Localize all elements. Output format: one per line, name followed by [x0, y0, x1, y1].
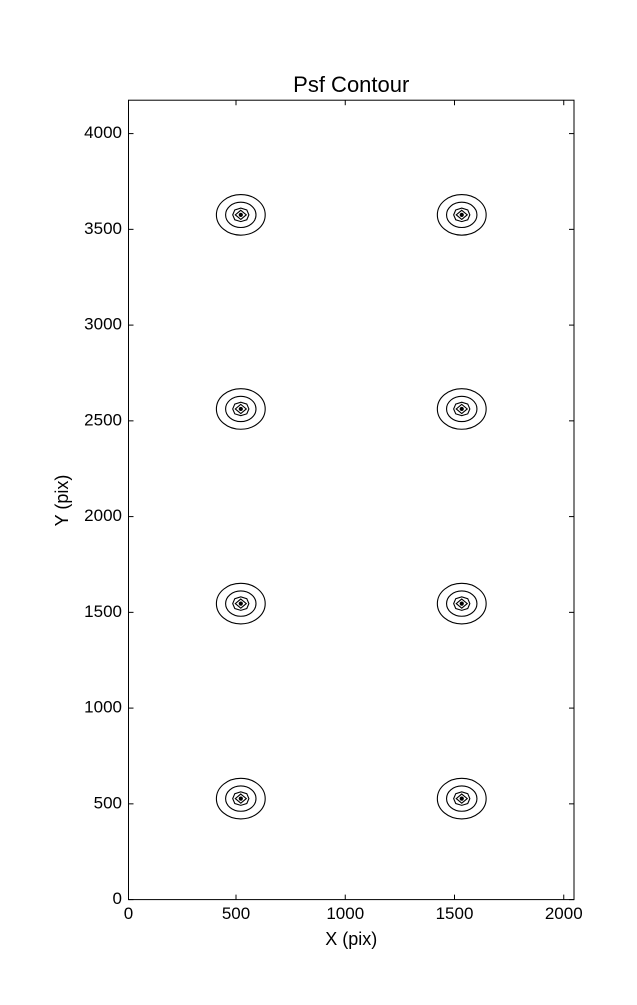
- svg-text:1500: 1500: [84, 602, 122, 621]
- svg-text:Y (pix): Y (pix): [52, 475, 72, 527]
- svg-text:Psf Contour: Psf Contour: [293, 72, 409, 97]
- svg-text:2000: 2000: [84, 506, 122, 525]
- svg-text:1500: 1500: [436, 904, 474, 923]
- svg-text:3500: 3500: [84, 219, 122, 238]
- svg-text:2000: 2000: [545, 904, 583, 923]
- svg-text:2500: 2500: [84, 410, 122, 429]
- svg-text:1000: 1000: [84, 698, 122, 717]
- svg-text:1000: 1000: [326, 904, 364, 923]
- svg-text:0: 0: [113, 889, 122, 908]
- svg-text:0: 0: [124, 904, 133, 923]
- svg-text:X (pix): X (pix): [325, 929, 377, 949]
- svg-text:500: 500: [94, 793, 122, 812]
- svg-text:500: 500: [222, 904, 250, 923]
- svg-text:4000: 4000: [84, 123, 122, 142]
- svg-text:3000: 3000: [84, 315, 122, 334]
